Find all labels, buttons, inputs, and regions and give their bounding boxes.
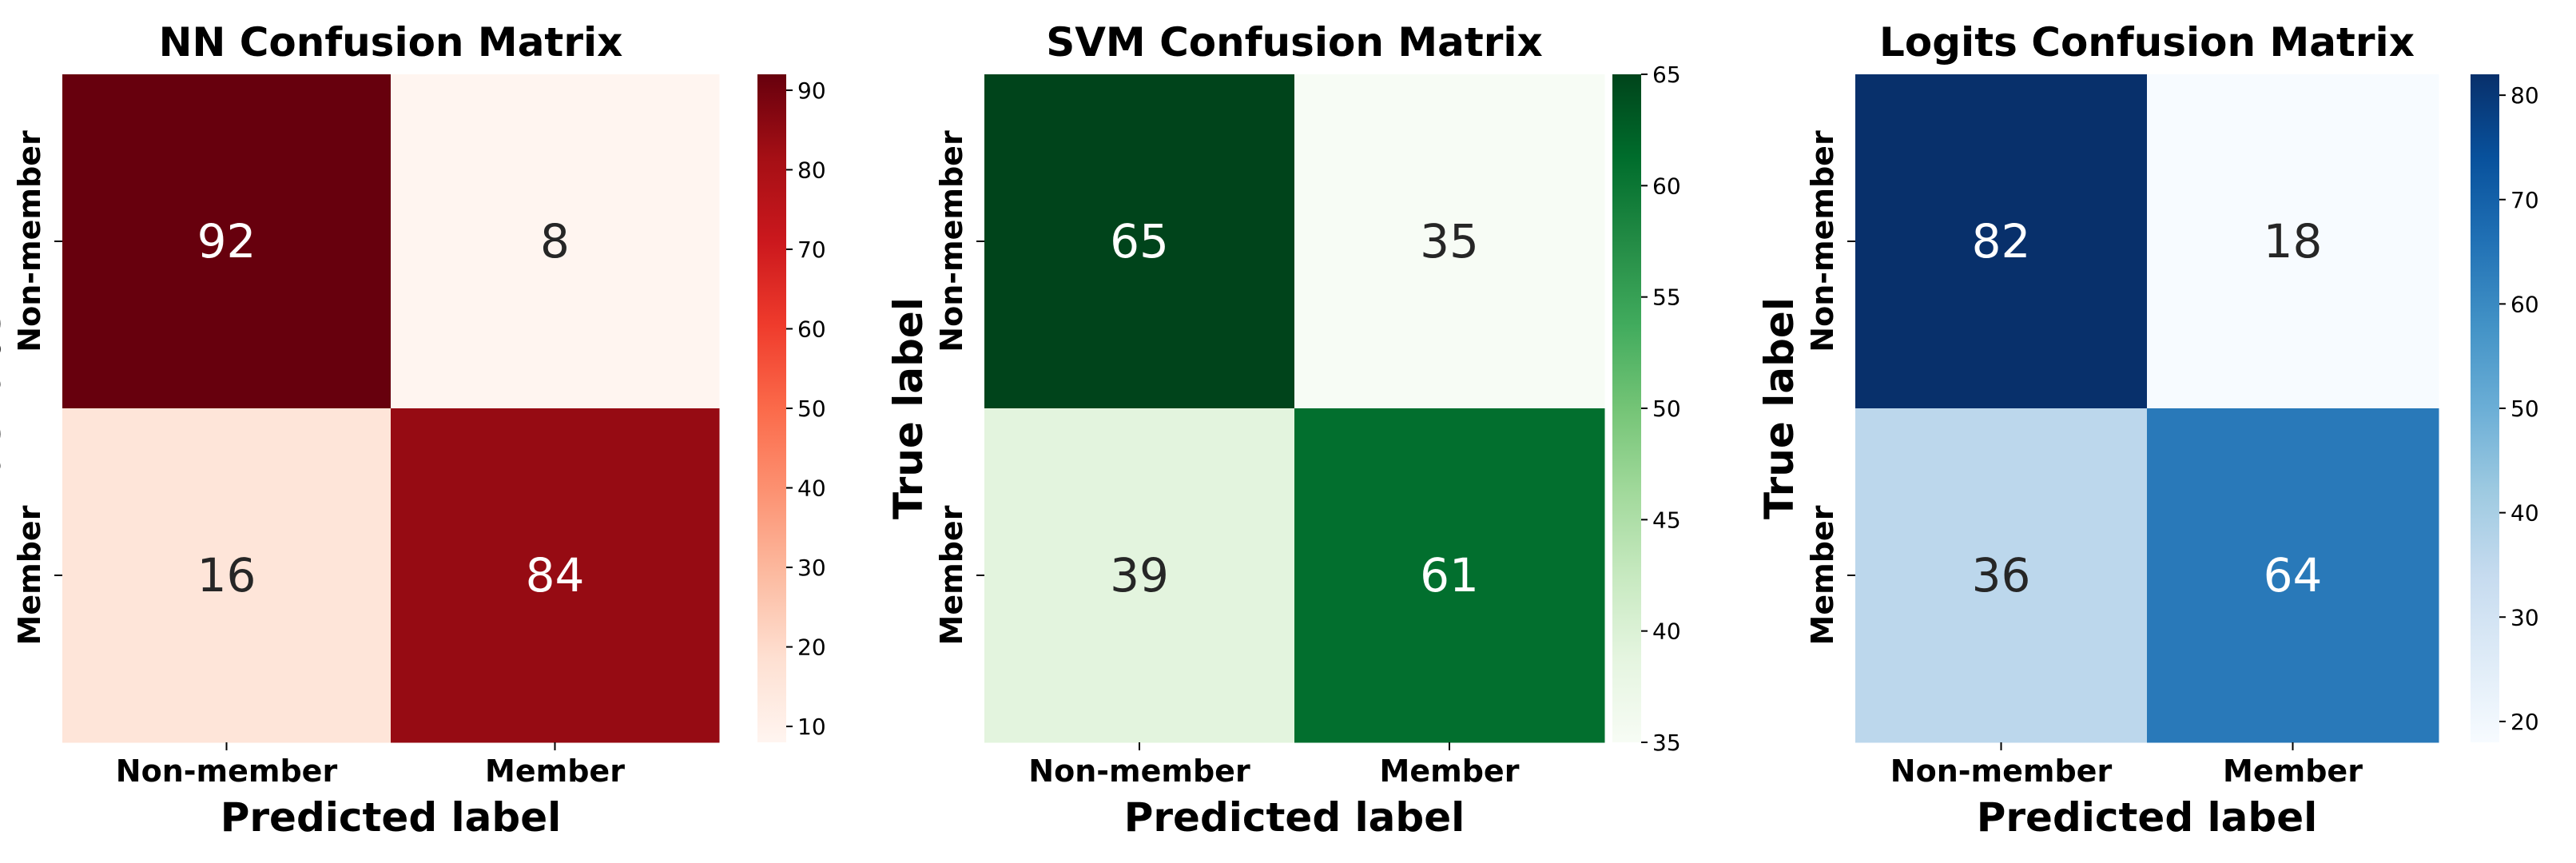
cell-value-label: 61 [1420,548,1479,603]
y-tick-label: Non-member [934,130,969,352]
colorbar-tick-label: 90 [797,78,826,104]
cell-value-label: 36 [1972,548,2031,603]
heatmap-cell [391,408,720,743]
heatmap-cell [62,74,392,409]
panel-2: SVM Confusion Matrix 65 35 39 61 Non-member Me… [885,19,1681,841]
heatmap-cell [1294,74,1605,409]
colorbar [1612,74,1641,742]
heatmap-cell [2147,74,2439,409]
chart-title: SVM Confusion Matrix [1046,19,1543,66]
y-tick-label: Member [934,505,969,645]
x-tick-label: Non-member [1890,754,2113,789]
heatmap-cell [1294,408,1605,743]
cell-value-label: 82 [1972,214,2031,268]
colorbar-tick-label: 70 [797,237,826,263]
x-tick-label: Member [2223,754,2363,789]
colorbar-tick-label: 20 [2510,709,2539,735]
cell-value-label: 64 [2264,548,2323,603]
heatmap-cell [984,408,1295,743]
panel-3: Logits Confusion Matrix 82 18 36 64 Non-membe… [1756,19,2539,841]
y-axis-title: True label [0,297,10,519]
y-tick-label: Member [1805,505,1840,645]
cell-value-label: 84 [526,548,585,603]
colorbar-tick-label: 80 [797,157,826,183]
colorbar-tick-label: 50 [797,396,826,422]
heatmap-cell [2147,408,2439,743]
colorbar-tick-label: 35 [1652,730,1681,756]
x-tick-label: Member [1380,754,1520,789]
cell-value-label: 92 [197,214,256,268]
colorbar-tick-label: 10 [797,714,826,740]
chart-title: NN Confusion Matrix [159,19,623,66]
colorbar-tick-label: 60 [797,316,826,342]
cell-value-label: 8 [540,214,570,268]
colorbar-tick-label: 70 [2510,187,2539,213]
colorbar-tick-label: 40 [2510,500,2539,527]
heatmap-cell [984,74,1295,409]
colorbar-tick-label: 40 [797,475,826,502]
cell-value-label: 18 [2264,214,2323,268]
x-tick-label: Non-member [116,754,338,789]
colorbar-tick-label: 60 [1652,173,1681,199]
x-axis-title: Predicted label [221,794,562,841]
colorbar-tick-label: 50 [1652,396,1681,422]
x-tick-label: Member [485,754,625,789]
colorbar-tick-label: 50 [2510,396,2539,422]
colorbar-tick-label: 60 [2510,291,2539,317]
cell-value-label: 35 [1420,214,1479,268]
heatmap-cell [391,74,720,409]
y-tick-label: Member [12,505,47,645]
colorbar-tick-label: 45 [1652,507,1681,533]
colorbar [2471,74,2499,742]
heatmap-cell [1855,408,2148,743]
colorbar [757,74,786,742]
colorbar-tick-label: 65 [1652,62,1681,88]
x-tick-label: Non-member [1028,754,1250,789]
chart-title: Logits Confusion Matrix [1879,19,2415,66]
x-axis-title: Predicted label [1977,794,2318,841]
colorbar-tick-label: 30 [797,555,826,581]
y-tick-label: Non-member [1805,130,1840,352]
cell-value-label: 39 [1110,548,1169,603]
panel-1: NN Confusion Matrix 92 8 16 84 Non-member Memb… [0,19,826,841]
colorbar-tick-label: 40 [1652,618,1681,645]
cell-value-label: 16 [197,548,256,603]
heatmap-cell [62,408,392,743]
colorbar-tick-label: 55 [1652,284,1681,311]
colorbar-tick-label: 20 [797,634,826,661]
x-axis-title: Predicted label [1124,794,1465,841]
colorbar-tick-label: 80 [2510,82,2539,109]
colorbar-tick-label: 30 [2510,604,2539,630]
heatmap-cell [1855,74,2148,409]
cell-value-label: 65 [1110,214,1169,268]
y-tick-label: Non-member [12,130,47,352]
y-axis-title: True label [885,297,932,519]
y-axis-title: True label [1756,297,1803,519]
